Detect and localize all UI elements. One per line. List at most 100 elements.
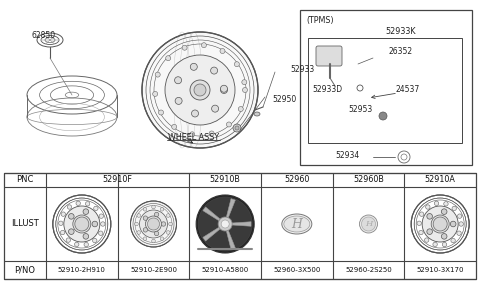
Circle shape <box>192 110 199 117</box>
Circle shape <box>227 122 231 127</box>
Text: ILLUST: ILLUST <box>11 220 39 228</box>
Circle shape <box>427 229 432 234</box>
Circle shape <box>426 205 430 209</box>
Circle shape <box>451 238 456 243</box>
Circle shape <box>202 43 206 48</box>
Text: P/NO: P/NO <box>14 265 36 275</box>
Circle shape <box>234 62 240 67</box>
Circle shape <box>74 242 79 246</box>
Circle shape <box>67 205 72 209</box>
Circle shape <box>361 217 375 231</box>
Circle shape <box>167 231 170 234</box>
Circle shape <box>417 221 421 226</box>
Text: 52910A: 52910A <box>425 175 456 185</box>
Circle shape <box>92 221 97 227</box>
Text: 52934: 52934 <box>335 151 359 160</box>
Text: (TPMS): (TPMS) <box>306 16 334 25</box>
Bar <box>308 38 462 143</box>
Circle shape <box>182 45 187 50</box>
Circle shape <box>379 112 387 120</box>
Circle shape <box>160 237 164 241</box>
Circle shape <box>155 231 159 236</box>
Circle shape <box>153 91 157 97</box>
Circle shape <box>198 197 252 251</box>
Circle shape <box>99 214 104 218</box>
Circle shape <box>152 205 156 209</box>
Text: 52960: 52960 <box>284 175 310 185</box>
Circle shape <box>411 195 469 253</box>
Circle shape <box>220 85 228 92</box>
Circle shape <box>76 201 80 205</box>
Circle shape <box>93 238 97 243</box>
Polygon shape <box>226 199 235 220</box>
Circle shape <box>147 218 159 230</box>
Text: H: H <box>291 218 302 230</box>
Circle shape <box>158 110 164 115</box>
Circle shape <box>160 207 164 211</box>
Ellipse shape <box>284 216 310 232</box>
Text: 52933D: 52933D <box>312 85 342 95</box>
Circle shape <box>442 209 447 215</box>
Text: 52910-3X170: 52910-3X170 <box>417 267 464 273</box>
Circle shape <box>84 242 88 247</box>
Circle shape <box>431 215 449 233</box>
Circle shape <box>143 237 147 241</box>
Text: 62850: 62850 <box>31 31 55 40</box>
Circle shape <box>434 201 439 205</box>
Circle shape <box>143 207 147 211</box>
Circle shape <box>168 222 172 226</box>
Circle shape <box>172 124 177 129</box>
Circle shape <box>442 233 447 239</box>
Circle shape <box>422 206 458 242</box>
Circle shape <box>242 87 248 93</box>
Circle shape <box>457 231 461 235</box>
Circle shape <box>135 222 138 226</box>
Circle shape <box>155 212 159 217</box>
Text: 52950: 52950 <box>272 95 296 104</box>
Circle shape <box>190 80 210 100</box>
Circle shape <box>427 214 432 219</box>
Circle shape <box>211 67 217 74</box>
Circle shape <box>166 56 171 61</box>
Circle shape <box>433 242 437 246</box>
Text: 52910-A5800: 52910-A5800 <box>202 267 249 273</box>
Circle shape <box>69 229 74 234</box>
Circle shape <box>419 230 423 235</box>
Polygon shape <box>230 222 251 226</box>
Circle shape <box>452 206 456 211</box>
Circle shape <box>196 195 254 253</box>
Ellipse shape <box>282 214 312 234</box>
Polygon shape <box>226 228 235 249</box>
Circle shape <box>360 215 377 233</box>
Circle shape <box>161 222 166 226</box>
Circle shape <box>220 87 228 93</box>
Circle shape <box>459 222 463 226</box>
Circle shape <box>233 124 241 132</box>
Circle shape <box>94 206 98 211</box>
Polygon shape <box>203 207 222 222</box>
Circle shape <box>190 132 195 137</box>
Text: 52910B: 52910B <box>210 175 240 185</box>
Circle shape <box>101 222 105 226</box>
Circle shape <box>73 215 91 233</box>
Circle shape <box>60 230 65 235</box>
Text: 52960B: 52960B <box>353 175 384 185</box>
Polygon shape <box>203 226 222 241</box>
Circle shape <box>165 55 235 125</box>
Circle shape <box>83 233 89 239</box>
Bar <box>300 10 472 165</box>
Circle shape <box>433 217 447 231</box>
Circle shape <box>155 72 160 77</box>
Circle shape <box>137 214 141 217</box>
Text: 52933: 52933 <box>290 65 314 74</box>
Text: 52910-2E900: 52910-2E900 <box>130 267 177 273</box>
Circle shape <box>59 221 63 226</box>
Text: 52953: 52953 <box>348 106 372 115</box>
Circle shape <box>238 106 243 112</box>
Text: WHEEL ASSY: WHEEL ASSY <box>168 134 219 143</box>
Circle shape <box>140 210 168 238</box>
Circle shape <box>242 80 247 85</box>
Circle shape <box>98 231 103 235</box>
Circle shape <box>420 212 424 216</box>
Circle shape <box>137 231 141 234</box>
